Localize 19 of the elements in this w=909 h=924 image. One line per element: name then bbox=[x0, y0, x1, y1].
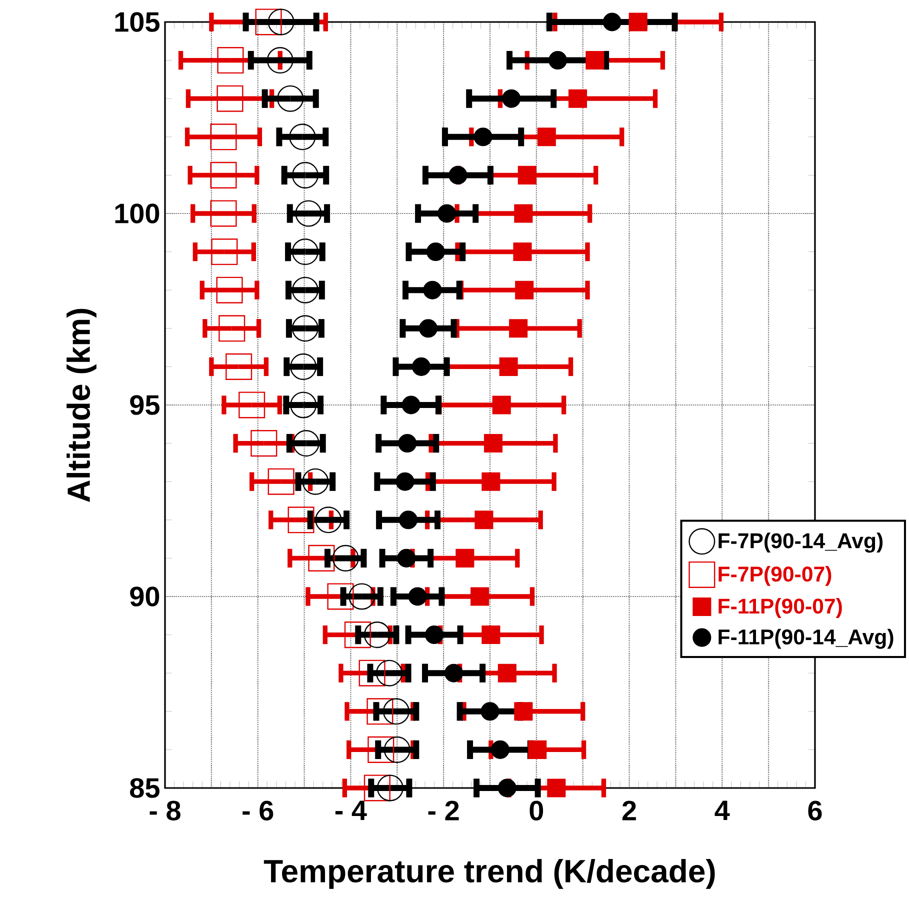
legend-label: F-11P(90-07) bbox=[718, 598, 842, 618]
x-tick-label: 6 bbox=[808, 800, 822, 821]
x-tick-label: - 4 bbox=[335, 800, 367, 820]
x-axis-title: Temperature trend (K/decade) bbox=[264, 859, 715, 889]
x-tick-label: 0 bbox=[530, 800, 544, 821]
y-tick-label: 85 bbox=[130, 778, 160, 798]
x-tick-label: - 2 bbox=[428, 800, 459, 820]
x-tick-label: - 8 bbox=[150, 800, 180, 821]
legend-label: F-7P(90-07) bbox=[718, 566, 832, 586]
y-tick-label: 100 bbox=[115, 204, 160, 224]
x-tick-label: 2 bbox=[622, 800, 636, 820]
legend-label: F-11P(90-14_Avg) bbox=[718, 628, 894, 649]
legend-label: F-7P(90-14_Avg) bbox=[718, 532, 883, 553]
x-tick-label: 4 bbox=[714, 800, 730, 820]
x-tick-label: - 6 bbox=[242, 800, 274, 821]
y-axis-title: Altitude (km) bbox=[66, 308, 96, 502]
y-tick-label: 95 bbox=[130, 395, 160, 415]
y-tick-label: 90 bbox=[130, 586, 160, 606]
y-tick-label: 105 bbox=[115, 12, 160, 32]
